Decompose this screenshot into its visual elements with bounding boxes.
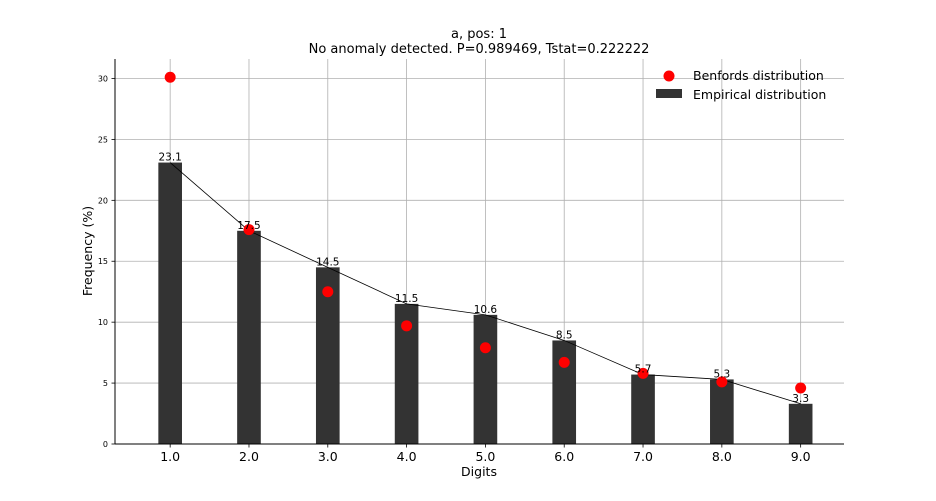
legend-empirical-marker (656, 89, 682, 98)
benford-point (637, 367, 649, 379)
legend-empirical-label: Empirical distribution (693, 87, 826, 102)
benford-point (558, 356, 570, 368)
bar-value-label: 3.3 (792, 393, 809, 405)
bar-value-label: 10.6 (474, 304, 498, 316)
benford-points (164, 71, 807, 394)
empirical-line-path (169, 162, 801, 405)
empirical-bar (552, 340, 577, 444)
axes (114, 59, 844, 445)
x-tick-label: 6.0 (554, 449, 574, 464)
x-tick-label: 2.0 (239, 449, 259, 464)
tick-labels: 0 5 10 15 20 25 30 1.0 2.0 3.0 4.0 5.0 6.0 7.0 8.0 9.0 (98, 74, 811, 464)
bars (158, 162, 813, 444)
empirical-line (169, 162, 801, 405)
bar-value-label: 17.5 (237, 220, 260, 232)
benford-point (164, 71, 176, 83)
bar-value-label: 23.1 (158, 152, 181, 164)
y-tick-label: 20 (98, 196, 108, 205)
x-tick-label: 5.0 (475, 449, 495, 464)
legend-benford-label: Benfords distribution (693, 68, 824, 83)
benford-point (243, 224, 255, 236)
empirical-bar (631, 374, 655, 444)
x-tick-label: 8.0 (712, 449, 732, 464)
x-tick-label: 3.0 (318, 449, 338, 464)
benford-point (795, 382, 807, 394)
empirical-bar (315, 267, 340, 444)
x-tick-label: 9.0 (791, 449, 811, 464)
bar-value-label: 8.5 (556, 329, 573, 341)
benford-point (401, 320, 413, 332)
empirical-bar (394, 303, 419, 444)
bar-value-label: 5.3 (713, 368, 730, 380)
x-tick-label: 7.0 (633, 449, 653, 464)
benford-point (479, 342, 491, 354)
y-tick-label: 10 (98, 318, 108, 327)
empirical-bar (158, 162, 182, 444)
benford-point (322, 286, 334, 298)
legend: Benfords distribution Empirical distribu… (656, 68, 826, 102)
bar-value-label: 11.5 (395, 293, 418, 305)
x-axis-label: Digits (461, 464, 497, 479)
x-tick-label: 4.0 (397, 449, 417, 464)
chart-title: a, pos: 1 (451, 27, 507, 42)
y-tick-label: 5 (103, 379, 108, 388)
chart-subtitle: No anomaly detected. P=0.989469, Tstat=0… (309, 42, 650, 57)
bar-value-label: 14.5 (316, 256, 339, 268)
empirical-bar (473, 314, 498, 444)
bar-value-labels: 23.1 17.5 14.5 11.5 10.6 8.5 5.7 5.3 3.3 (158, 152, 809, 405)
legend-benford-marker (663, 70, 675, 82)
y-axis-label: Frequency (%) (80, 206, 95, 296)
benford-point (716, 376, 728, 388)
bar-value-label: 5.7 (635, 364, 652, 376)
y-tick-label: 0 (103, 440, 108, 449)
y-tick-label: 15 (98, 257, 108, 266)
x-tick-label: 1.0 (160, 449, 180, 464)
y-tick-label: 25 (98, 135, 108, 144)
empirical-bar (237, 230, 261, 444)
y-tick-label: 30 (98, 74, 108, 83)
empirical-bar (788, 403, 813, 444)
empirical-bar (710, 379, 734, 444)
